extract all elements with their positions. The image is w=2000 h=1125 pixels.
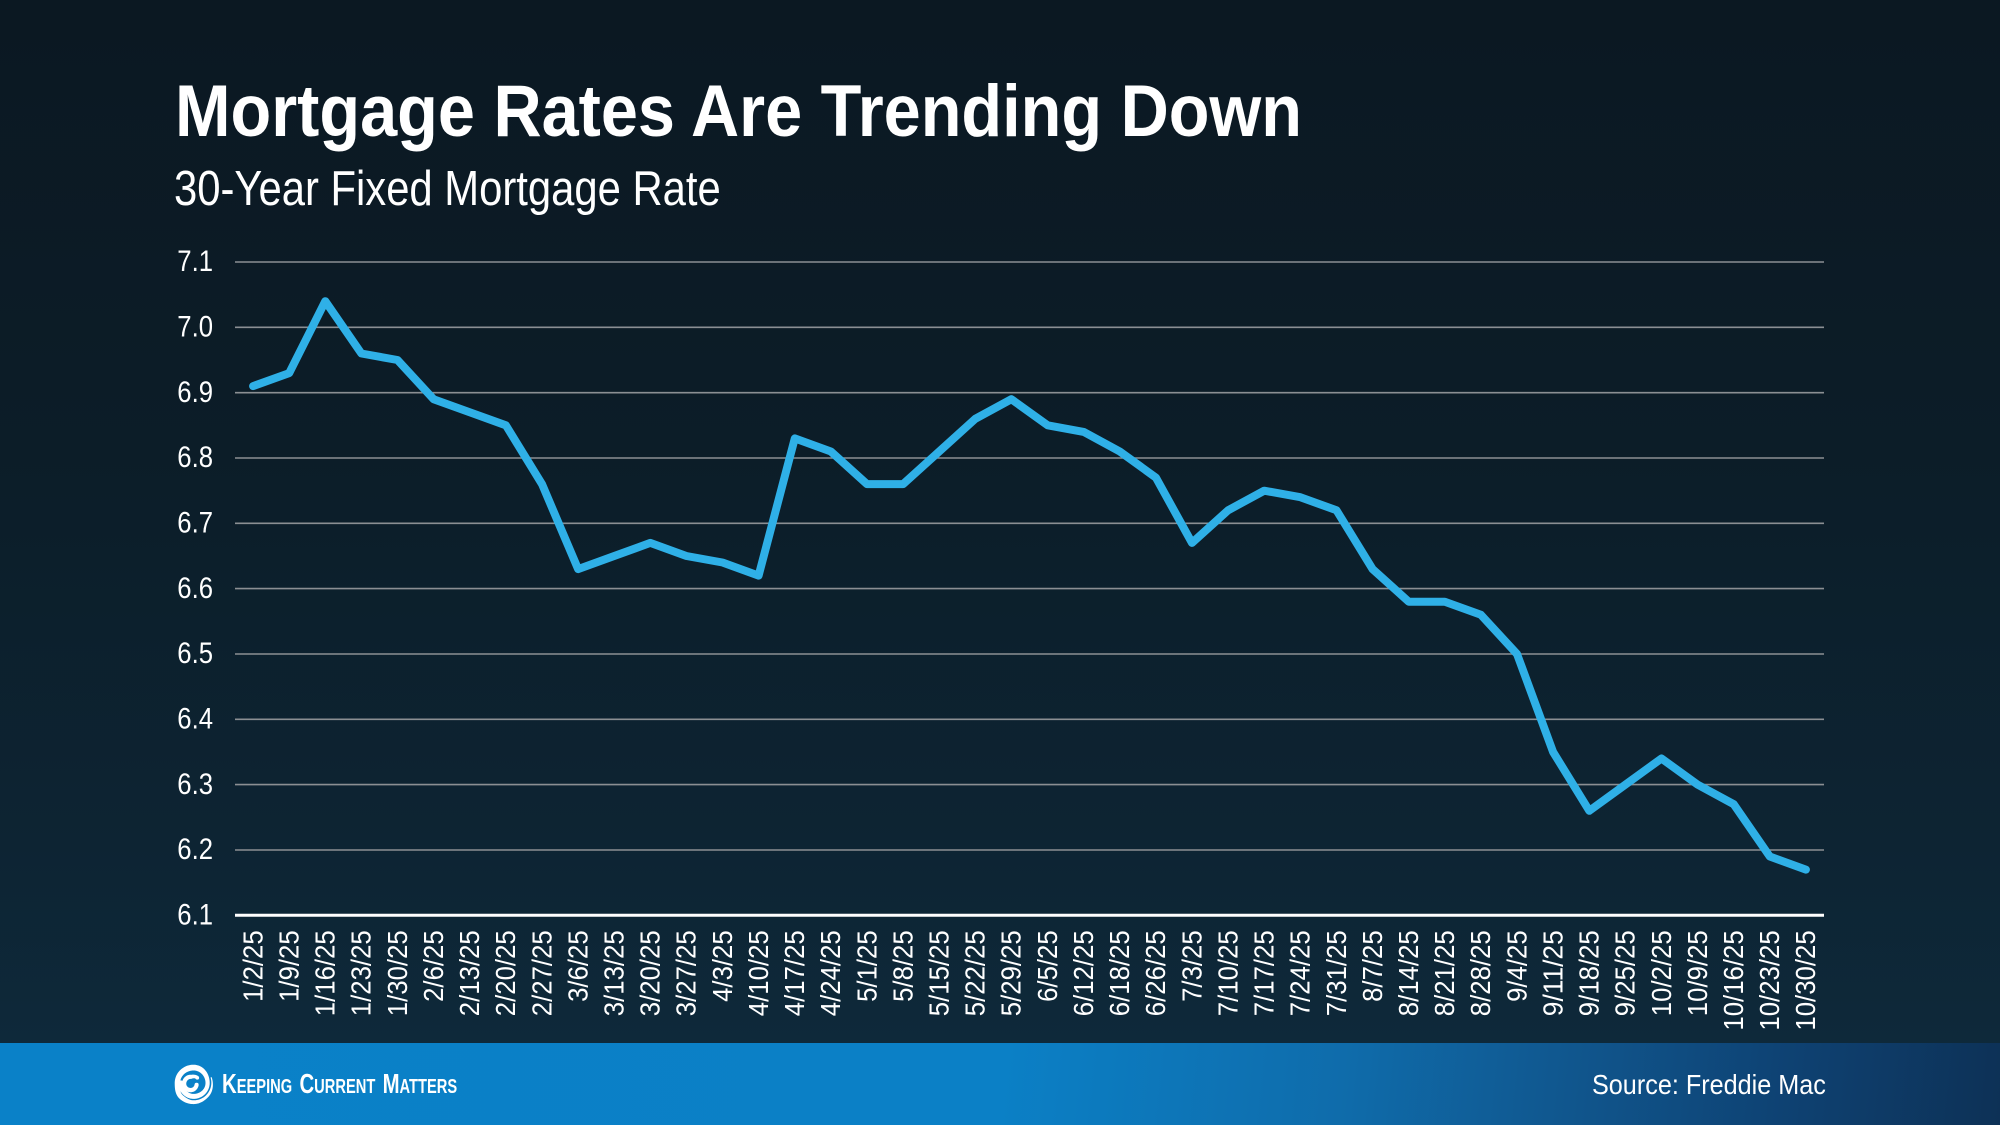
svg-text:2/27/25: 2/27/25 xyxy=(526,930,557,1016)
svg-text:7/3/25: 7/3/25 xyxy=(1176,930,1207,1002)
svg-text:3/6/25: 3/6/25 xyxy=(562,930,593,1002)
svg-text:6.2: 6.2 xyxy=(177,833,213,866)
svg-text:10/2/25: 10/2/25 xyxy=(1646,930,1677,1016)
svg-text:8/28/25: 8/28/25 xyxy=(1465,930,1496,1016)
svg-text:7.0: 7.0 xyxy=(177,311,213,344)
svg-text:5/15/25: 5/15/25 xyxy=(924,930,955,1016)
svg-text:8/7/25: 8/7/25 xyxy=(1357,930,1388,1002)
svg-text:3/13/25: 3/13/25 xyxy=(599,930,630,1016)
svg-text:1/23/25: 1/23/25 xyxy=(346,930,377,1016)
svg-text:1/30/25: 1/30/25 xyxy=(382,930,413,1016)
svg-text:8/21/25: 8/21/25 xyxy=(1429,930,1460,1016)
svg-text:4/10/25: 4/10/25 xyxy=(743,930,774,1016)
svg-text:4/17/25: 4/17/25 xyxy=(779,930,810,1016)
svg-text:5/8/25: 5/8/25 xyxy=(887,930,918,1002)
svg-text:1/9/25: 1/9/25 xyxy=(274,930,305,1002)
svg-text:9/25/25: 9/25/25 xyxy=(1610,930,1641,1016)
svg-text:4/3/25: 4/3/25 xyxy=(707,930,738,1002)
svg-text:6/12/25: 6/12/25 xyxy=(1068,930,1099,1016)
svg-text:6.3: 6.3 xyxy=(177,768,213,801)
svg-text:10/30/25: 10/30/25 xyxy=(1790,930,1821,1030)
svg-text:7/17/25: 7/17/25 xyxy=(1249,930,1280,1016)
svg-text:6.5: 6.5 xyxy=(177,637,213,670)
svg-text:6.8: 6.8 xyxy=(177,441,213,474)
svg-text:7/10/25: 7/10/25 xyxy=(1212,930,1243,1016)
svg-text:5/1/25: 5/1/25 xyxy=(851,930,882,1002)
svg-text:6/5/25: 6/5/25 xyxy=(1032,930,1063,1002)
svg-text:6.9: 6.9 xyxy=(177,376,213,409)
svg-text:6/18/25: 6/18/25 xyxy=(1104,930,1135,1016)
svg-text:6/26/25: 6/26/25 xyxy=(1140,930,1171,1016)
svg-text:1/2/25: 1/2/25 xyxy=(237,930,268,1002)
svg-text:5/22/25: 5/22/25 xyxy=(960,930,991,1016)
svg-text:3/27/25: 3/27/25 xyxy=(671,930,702,1016)
svg-text:5/29/25: 5/29/25 xyxy=(996,930,1027,1016)
svg-text:9/4/25: 9/4/25 xyxy=(1501,930,1532,1002)
svg-text:8/14/25: 8/14/25 xyxy=(1393,930,1424,1016)
svg-text:7/24/25: 7/24/25 xyxy=(1285,930,1316,1016)
svg-text:10/16/25: 10/16/25 xyxy=(1718,930,1749,1030)
svg-text:6.6: 6.6 xyxy=(177,572,213,605)
svg-text:6.7: 6.7 xyxy=(177,507,213,540)
svg-text:9/18/25: 9/18/25 xyxy=(1574,930,1605,1016)
svg-text:2/13/25: 2/13/25 xyxy=(454,930,485,1016)
svg-text:10/9/25: 10/9/25 xyxy=(1682,930,1713,1016)
svg-text:10/23/25: 10/23/25 xyxy=(1754,930,1785,1030)
svg-text:1/16/25: 1/16/25 xyxy=(310,930,341,1016)
svg-text:7/31/25: 7/31/25 xyxy=(1321,930,1352,1016)
svg-text:4/24/25: 4/24/25 xyxy=(815,930,846,1016)
svg-text:3/20/25: 3/20/25 xyxy=(635,930,666,1016)
svg-text:2/6/25: 2/6/25 xyxy=(418,930,449,1002)
svg-text:6.4: 6.4 xyxy=(177,703,213,736)
svg-text:2/20/25: 2/20/25 xyxy=(490,930,521,1016)
svg-text:7.1: 7.1 xyxy=(177,245,213,278)
svg-text:9/11/25: 9/11/25 xyxy=(1537,930,1568,1016)
svg-text:6.1: 6.1 xyxy=(177,899,213,932)
